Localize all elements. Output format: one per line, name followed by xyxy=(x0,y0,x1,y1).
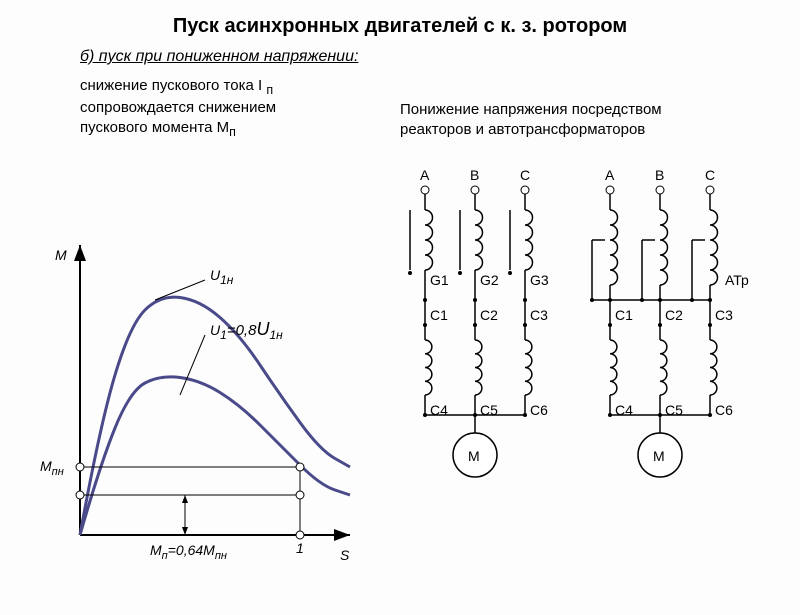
torque-slip-chart: M S 1 Mпн U1н U1=0,8U1н Mп=0,64Mпн xyxy=(30,235,380,595)
c-bot-label: C6 xyxy=(530,402,548,418)
c-bot-label: C6 xyxy=(715,402,733,418)
phase-label: B xyxy=(470,167,479,183)
c-top-label: C2 xyxy=(665,307,683,323)
g-label: G2 xyxy=(480,272,499,288)
c-top-label: C3 xyxy=(530,307,548,323)
phase-label: A xyxy=(420,167,430,183)
mpn-label: Mпн xyxy=(40,458,64,478)
phase-label: B xyxy=(655,167,664,183)
reactor-circuit: AG1C1C4BG2C2C5CG3C3C6М xyxy=(395,165,575,575)
atr-label: АТр xyxy=(725,272,749,288)
page-title: Пуск асинхронных двигателей с к. з. рото… xyxy=(0,15,800,38)
mp-label: Mп=0,64Mпн xyxy=(150,542,227,562)
curve-u08 xyxy=(80,377,350,535)
phase-label: A xyxy=(605,167,615,183)
phase-label: C xyxy=(705,167,715,183)
g-label: G1 xyxy=(430,272,449,288)
c-top-label: C1 xyxy=(615,307,633,323)
c-top-label: C3 xyxy=(715,307,733,323)
u1n-label: U1н xyxy=(210,267,234,287)
subtitle: б) пуск при пониженном напряжении: xyxy=(80,48,800,66)
motor-label: М xyxy=(653,448,665,464)
u08-label: U1=0,8U1н xyxy=(210,319,283,342)
x-tick: 1 xyxy=(296,540,304,556)
motor-label: М xyxy=(468,448,480,464)
description-2: Понижение напряжения посредством реактор… xyxy=(400,100,720,139)
c-top-label: C1 xyxy=(430,307,448,323)
c-top-label: C2 xyxy=(480,307,498,323)
x-axis-label: S xyxy=(340,547,350,563)
autotransformer-circuit: ABCАТрC1C4C2C5C3C6М xyxy=(580,165,780,575)
y-axis-label: M xyxy=(55,247,67,263)
g-label: G3 xyxy=(530,272,549,288)
phase-label: C xyxy=(520,167,530,183)
description-1: снижение пускового тока I п сопровождает… xyxy=(80,76,360,140)
